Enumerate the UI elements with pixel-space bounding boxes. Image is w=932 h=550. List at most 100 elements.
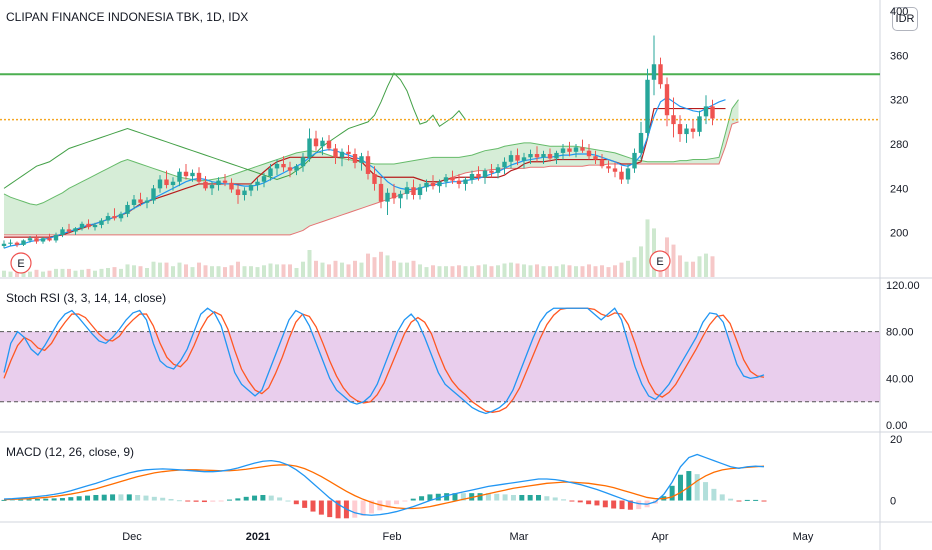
macd-histogram-bar (427, 494, 433, 501)
stoch-tick-label: 120.00 (886, 280, 920, 292)
cloud-segment (712, 157, 719, 164)
volume-bar (554, 266, 559, 277)
candle (313, 130, 319, 151)
candle-body (586, 150, 592, 157)
candle (346, 145, 351, 161)
cloud-segment (400, 161, 407, 196)
cloud-segment (95, 171, 102, 235)
stoch-rsi-panel[interactable] (0, 307, 880, 415)
candle-body (157, 179, 163, 189)
volume-bar (574, 266, 578, 277)
volume-bar (15, 272, 19, 277)
macd-histogram-bar (619, 500, 625, 510)
volume-bar (268, 263, 273, 277)
candle-body (710, 106, 715, 119)
candle-body (209, 185, 215, 189)
candle (79, 221, 85, 231)
candle-body (248, 185, 254, 191)
candle (274, 159, 280, 176)
volume-bar (515, 263, 520, 277)
candle (339, 148, 345, 167)
macd-histogram-bar (26, 499, 32, 501)
candle-body (79, 223, 85, 229)
candle-body (66, 229, 72, 232)
candle-body (560, 148, 566, 153)
volume-bar (333, 260, 338, 277)
candle (437, 179, 442, 193)
volume-bar (671, 244, 676, 277)
cloud-segment (348, 159, 355, 213)
candle (404, 181, 410, 200)
candle (612, 162, 618, 178)
volume-bar (424, 267, 429, 277)
time-tick-label: 2021 (246, 531, 270, 543)
macd-histogram-bar (669, 485, 675, 501)
volume-bar (223, 267, 227, 277)
cloud-segment (316, 151, 323, 224)
candle (287, 161, 293, 178)
volume-bar (60, 268, 65, 277)
macd-histogram-bar (494, 493, 500, 501)
macd-histogram-bar (536, 494, 542, 501)
candle (651, 35, 657, 96)
cloud-segment (673, 160, 680, 164)
macd-panel[interactable] (1, 453, 767, 519)
cloud-segment (621, 155, 628, 164)
candle-body (625, 168, 631, 180)
candle-body (320, 140, 325, 147)
candle-body (404, 187, 410, 194)
candle (60, 227, 65, 238)
macd-histogram-bar (502, 494, 508, 501)
price-axis[interactable]: 400360320280240200120.0080.0040.000.0020… (886, 6, 920, 507)
candle (300, 152, 306, 172)
candle-body (138, 199, 143, 203)
volume-bar (255, 267, 260, 277)
candle-body (463, 179, 468, 184)
cloud-segment (62, 188, 69, 235)
candle-body (664, 84, 670, 116)
candle (580, 139, 585, 153)
candle-body (229, 182, 234, 190)
cloud-segment (173, 175, 180, 235)
volume-bar (567, 265, 572, 277)
candle-body (476, 173, 481, 178)
currency-button[interactable]: IDR (892, 7, 918, 31)
candle (144, 197, 150, 209)
macd-histogram-bar (602, 500, 608, 508)
candle (528, 149, 533, 164)
macd-histogram-bar (277, 497, 283, 501)
time-axis[interactable]: Dec 2021 Feb Mar Apr May (122, 531, 814, 543)
volume-bar (294, 268, 299, 277)
candle-body (190, 172, 195, 177)
cloud-segment (446, 157, 453, 180)
candle (417, 183, 423, 200)
volume-bar (2, 270, 6, 277)
macd-histogram-bar (335, 500, 341, 519)
cloud-segment (121, 159, 128, 235)
candle (261, 172, 267, 188)
macd-histogram-bar (101, 494, 107, 501)
cloud-segment (699, 159, 706, 164)
cloud-segment (88, 175, 95, 235)
macd-histogram-bar (226, 499, 232, 501)
cloud-segment (30, 203, 37, 235)
candle-body (8, 242, 13, 244)
macd-histogram-bar (235, 498, 241, 501)
candle-body (346, 151, 351, 155)
volume-bar (697, 256, 702, 277)
candle (47, 233, 52, 242)
cloud-segment (17, 199, 24, 235)
candle-body (326, 140, 332, 149)
candle-body (541, 154, 546, 158)
cloud-segment (478, 150, 485, 171)
volume-bar (496, 265, 500, 277)
candle (326, 135, 332, 151)
volume-bar (106, 268, 110, 277)
stoch-rsi-label: Stoch RSI (3, 3, 14, 14, close) (6, 291, 166, 305)
cloud-segment (43, 199, 50, 235)
candle (281, 156, 286, 172)
cloud-segment (251, 166, 258, 235)
candle (138, 192, 143, 207)
